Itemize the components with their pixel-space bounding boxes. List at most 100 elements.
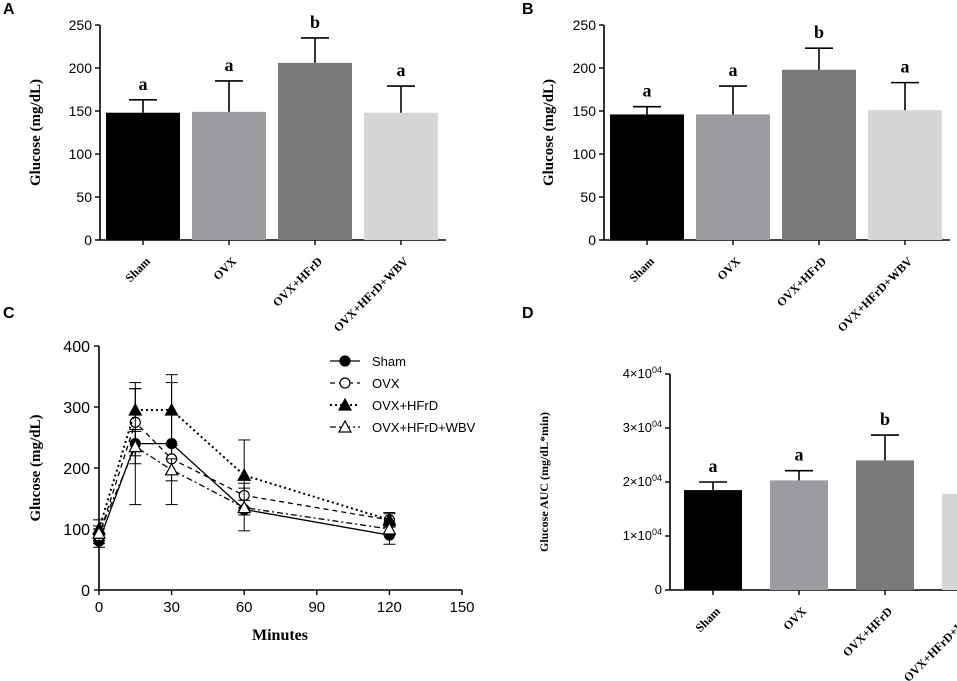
- bar: [942, 493, 957, 590]
- y-tick-label: 150: [573, 103, 597, 119]
- significance-letter: a: [709, 456, 718, 476]
- x-tick-label: 90: [308, 599, 325, 616]
- significance-letter: a: [643, 81, 652, 101]
- bar: [192, 111, 266, 240]
- y-tick-label: 0: [588, 232, 596, 248]
- series-ovx-hfrd-wbv: [91, 429, 397, 542]
- tick-exponent: 04: [652, 365, 662, 375]
- significance-letter: a: [397, 60, 406, 80]
- y-tick-label: 0: [84, 232, 92, 248]
- x-tick-label: 0: [95, 599, 103, 616]
- legend: Sham OVX OVX+HFrD OVX+HFrD+WBV: [330, 354, 476, 435]
- bar: [610, 114, 684, 240]
- data-point: [164, 462, 179, 476]
- y-axis-label: Glucose (mg/dL): [28, 414, 44, 521]
- bar: [770, 480, 828, 590]
- category-label: Sham: [626, 254, 657, 285]
- legend-marker: [339, 377, 351, 389]
- significance-letter: a: [729, 60, 738, 80]
- panel-c: C 0 100 200 300 400 0 30 60 90 120 150 Glucose (mg/d…: [3, 305, 476, 644]
- y-tick-label: 100: [63, 522, 90, 539]
- data-point: [128, 439, 143, 453]
- legend-marker: [337, 419, 353, 433]
- y-axis-label: Glucose AUC (mg/dL*min): [537, 412, 551, 552]
- y-tick-label: 300: [63, 400, 90, 417]
- y-tick-label: 1×1004: [623, 527, 662, 543]
- tick-mantissa: 3×10: [623, 420, 652, 435]
- panel-label: B: [522, 1, 534, 18]
- y-tick-label: 50: [580, 189, 596, 205]
- tick-mantissa: 2×10: [623, 474, 652, 489]
- y-tick-label: 200: [573, 60, 597, 76]
- y-tick-label: 200: [69, 60, 93, 76]
- x-axis-label: Minutes: [252, 627, 308, 644]
- legend-entry: OVX+HFrD: [372, 398, 438, 413]
- tick-exponent: 04: [652, 473, 662, 483]
- significance-letter: b: [310, 12, 320, 32]
- data-point: [237, 500, 252, 514]
- legend-marker: [339, 355, 351, 367]
- category-label: OVX+HFrD: [774, 254, 830, 310]
- y-tick-label: 250: [69, 17, 93, 33]
- category-label: OVX+HFrD+WBV: [331, 254, 412, 335]
- y-tick-label: 2×1004: [623, 473, 662, 489]
- significance-letter: a: [795, 445, 804, 465]
- y-tick-label: 400: [63, 339, 90, 356]
- legend-marker: [337, 397, 353, 411]
- category-label: OVX: [780, 604, 809, 633]
- panel-b: B 0 50 100 150 200 250 Glucose (mg/dL) a Sham a OVX…: [522, 1, 950, 335]
- category-label: OVX+HFrD: [840, 604, 896, 660]
- tick-exponent: 04: [652, 527, 662, 537]
- panel-a: A 0 50 100 150 200 250 Glucose (mg/dL) a Sham a OVX…: [3, 1, 446, 335]
- y-tick-label: 100: [69, 146, 93, 162]
- significance-letter: b: [814, 22, 824, 42]
- y-tick-label: 50: [76, 189, 92, 205]
- data-point: [237, 468, 252, 481]
- category-label: OVX: [210, 254, 239, 283]
- significance-letter: a: [225, 55, 234, 75]
- category-label: OVX: [714, 254, 743, 283]
- y-tick-label: 4×1004: [623, 365, 662, 381]
- y-axis-label: Glucose (mg/dL): [28, 79, 44, 186]
- significance-letter: a: [139, 74, 148, 94]
- y-tick-label: 150: [69, 103, 93, 119]
- bar: [856, 460, 914, 590]
- y-tick-label: 0: [81, 583, 90, 600]
- significance-letter: b: [880, 409, 890, 429]
- legend-entry: Sham: [372, 354, 406, 369]
- bar: [782, 69, 856, 240]
- category-label: OVX+HFrD+WBV: [835, 254, 916, 335]
- x-tick-label: 30: [163, 599, 180, 616]
- panel-label: D: [522, 305, 534, 322]
- significance-letter: a: [901, 57, 910, 77]
- bar: [696, 114, 770, 240]
- data-point: [91, 526, 107, 539]
- bar: [106, 112, 180, 240]
- tick-mantissa: 0: [655, 582, 662, 597]
- category-label: Sham: [692, 604, 723, 635]
- y-axis-label: Glucose (mg/dL): [541, 79, 557, 186]
- category-label: Sham: [122, 254, 153, 285]
- data-point: [164, 402, 179, 416]
- bar: [278, 62, 352, 241]
- data-point: [128, 402, 143, 416]
- data-point: [382, 521, 397, 535]
- y-tick-label: 3×1004: [623, 419, 662, 435]
- legend-entry: OVX+HFrD+WBV: [372, 420, 476, 435]
- tick-mantissa: 1×10: [623, 528, 652, 543]
- x-tick-label: 150: [449, 599, 474, 616]
- y-tick-label: 0: [655, 582, 662, 597]
- panel-label: A: [3, 1, 15, 18]
- bar: [364, 112, 438, 240]
- y-tick-label: 200: [63, 461, 90, 478]
- tick-mantissa: 4×10: [623, 366, 652, 381]
- legend-entry: OVX: [372, 376, 400, 391]
- bar: [684, 490, 742, 590]
- x-tick-label: 60: [236, 599, 253, 616]
- y-tick-label: 250: [573, 17, 597, 33]
- bar: [868, 110, 942, 240]
- panel-label: C: [3, 305, 15, 322]
- x-tick-label: 120: [377, 599, 402, 616]
